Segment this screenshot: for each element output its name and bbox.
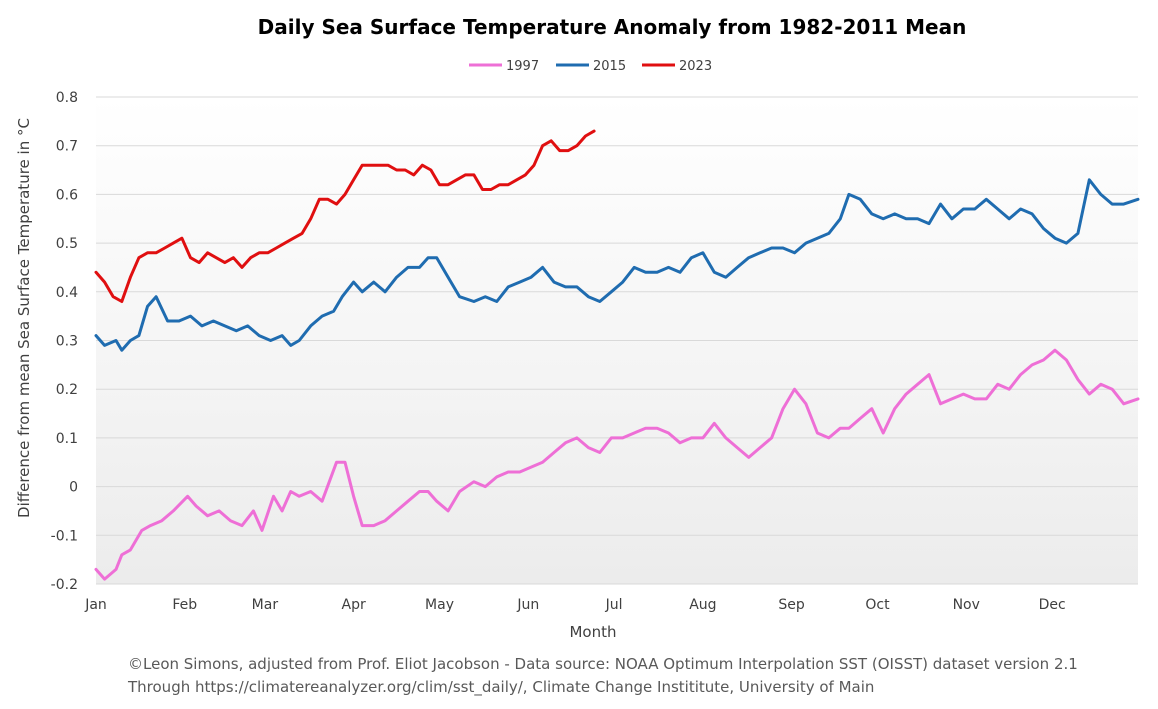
legend-label-1997: 1997 [506,59,539,74]
x-tick-label: Feb [172,597,197,613]
legend: 1997 2015 2023 [469,59,712,74]
y-tick-label: 0.7 [56,139,78,155]
y-tick-label: -0.1 [51,528,78,544]
y-tick-label: 0.1 [56,431,78,447]
x-tick-label: Oct [865,597,890,613]
credit-line-2: Through https://climatereanalyzer.org/cl… [127,678,874,697]
legend-label-2023: 2023 [679,59,712,74]
x-tick-label: Jan [84,597,107,613]
series-line-2023 [94,129,596,303]
credit-line-1: ©Leon Simons, adjusted from Prof. Eliot … [128,655,1078,673]
x-tick-label: Mar [252,597,279,613]
x-tick-label: Sep [778,597,805,613]
x-tick-label: Nov [953,597,980,613]
y-axis-ticks: -0.2 -0.1 0 0.1 0.2 0.3 0.4 0.5 0.6 0.7 0.8 [51,90,78,593]
series-line-2015 [94,178,1140,352]
x-tick-label: Jul [605,597,623,613]
x-tick-label: Dec [1039,597,1066,613]
x-axis-title: Month [569,623,616,641]
y-tick-label: 0.3 [56,334,78,350]
legend-label-2015: 2015 [593,59,626,74]
x-tick-label: May [425,597,454,613]
series-lines [94,129,1140,581]
y-tick-label: 0.2 [56,382,78,398]
x-tick-label: Jun [516,597,539,613]
y-tick-label: 0 [69,480,78,496]
y-axis-title: Difference from mean Sea Surface Tempera… [15,118,33,518]
x-tick-label: Aug [689,597,716,613]
series-line-1997 [94,348,1140,581]
y-tick-label: 0.6 [56,187,78,203]
x-tick-label: Apr [342,597,366,613]
y-tick-label: 0.8 [56,90,78,106]
y-tick-label: 0.5 [56,236,78,252]
chart-title: Daily Sea Surface Temperature Anomaly fr… [258,15,967,39]
y-tick-label: 0.4 [56,285,78,301]
x-axis-ticks: Jan Feb Mar Apr May Jun Jul Aug Sep Oct Nov Dec [84,597,1065,613]
y-tick-label: -0.2 [51,577,78,593]
